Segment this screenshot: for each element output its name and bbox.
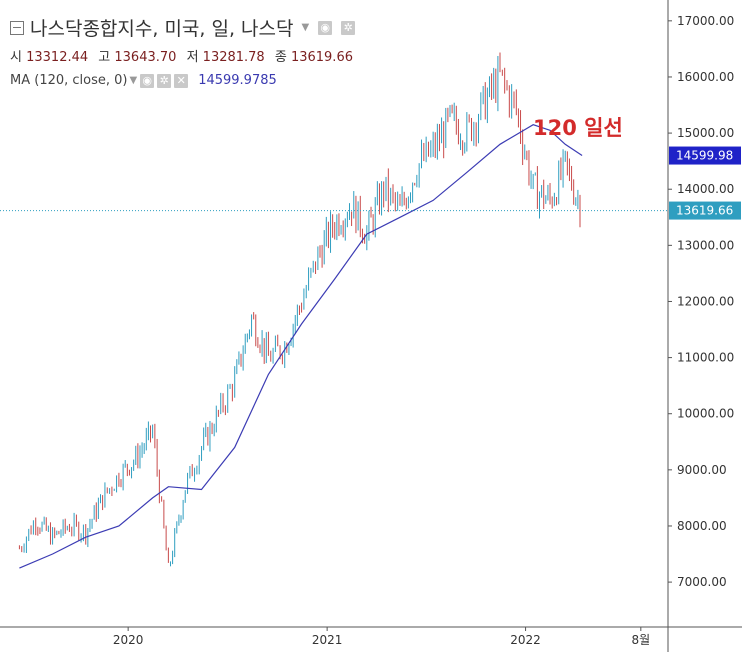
- ma-line: [19, 124, 583, 569]
- close-value: 13619.66: [290, 50, 353, 65]
- gear-icon[interactable]: ✲: [341, 20, 356, 35]
- price-series: [18, 52, 581, 567]
- ma-price-tag-label: 14599.98: [676, 149, 733, 163]
- eye-icon[interactable]: ◉: [140, 73, 155, 88]
- collapse-icon[interactable]: [10, 20, 24, 35]
- y-tick-label: 13000.00: [677, 238, 734, 252]
- gear-icon[interactable]: ✲: [157, 73, 172, 88]
- x-tick-label: 2022: [510, 633, 541, 647]
- chart-header: 나스닥종합지수, 미국, 일, 나스닥 ▼ ◉ ✲: [10, 14, 356, 41]
- close-label: 종: [274, 50, 287, 65]
- y-tick-label: 8000.00: [677, 519, 727, 533]
- high-label: 고: [98, 50, 111, 65]
- high-value: 13643.70: [114, 50, 177, 65]
- low-value: 13281.78: [202, 50, 265, 65]
- ma-price-tag: [669, 146, 741, 165]
- chevron-down-icon[interactable]: ▼: [301, 22, 310, 33]
- y-tick-label: 9000.00: [677, 463, 727, 477]
- ma-value: 14599.9785: [198, 73, 277, 88]
- chevron-down-icon[interactable]: ▼: [129, 75, 138, 86]
- close-icon[interactable]: ✕: [174, 73, 189, 88]
- open-value: 13312.44: [26, 50, 89, 65]
- ohlc-legend: 시 13312.44 고 13643.70 저 13281.78 종 13619…: [10, 46, 359, 65]
- y-tick-label: 16000.00: [677, 70, 734, 84]
- x-tick-label: 2021: [312, 633, 343, 647]
- ma-annotation: 120 일선: [533, 116, 623, 140]
- ma-legend: MA (120, close, 0) ▼ ◉ ✲ ✕ 14599.9785: [10, 73, 277, 88]
- close-price-tag-label: 13619.66: [676, 204, 733, 218]
- y-tick-label: 17000.00: [677, 14, 734, 28]
- y-tick-label: 10000.00: [677, 407, 734, 421]
- x-tick-label: 8월: [631, 633, 650, 647]
- y-tick-label: 15000.00: [677, 126, 734, 140]
- open-label: 시: [10, 50, 22, 65]
- ma-label[interactable]: MA (120, close, 0): [10, 73, 128, 88]
- y-tick-label: 14000.00: [677, 182, 734, 196]
- eye-icon[interactable]: ◉: [318, 20, 333, 35]
- x-tick-label: 2020: [113, 633, 144, 647]
- y-tick-label: 11000.00: [677, 351, 734, 365]
- y-tick-label: 7000.00: [677, 575, 727, 589]
- close-price-tag: [669, 201, 741, 220]
- low-label: 저: [186, 50, 199, 65]
- y-tick-label: 12000.00: [677, 294, 734, 308]
- symbol-title[interactable]: 나스닥종합지수, 미국, 일, 나스닥: [30, 18, 294, 40]
